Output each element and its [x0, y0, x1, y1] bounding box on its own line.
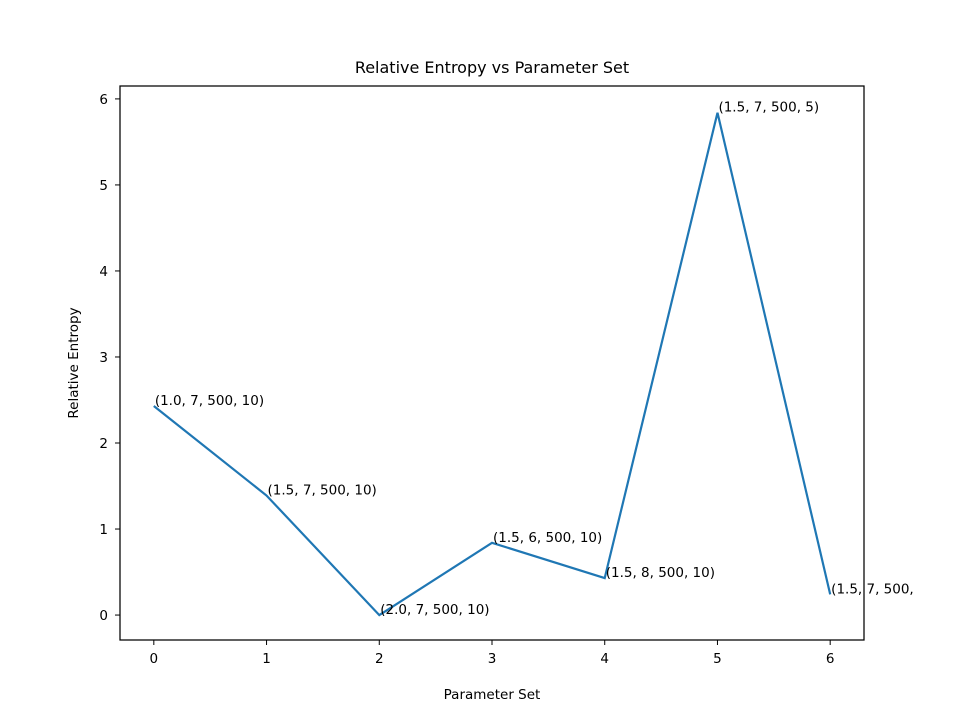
x-tick-label: 2 — [375, 651, 384, 667]
y-tick-label: 2 — [99, 436, 108, 452]
x-tick-label: 1 — [262, 651, 271, 667]
y-tick-label: 6 — [99, 92, 108, 108]
y-axis-label: Relative Entropy — [66, 307, 82, 418]
data-label: (2.0, 7, 500, 10) — [380, 602, 489, 618]
data-labels: (1.0, 7, 500, 10) (1.5, 7, 500, 10) (2.0, … — [155, 100, 914, 618]
y-tick-label: 5 — [99, 178, 108, 194]
x-tick-label: 0 — [150, 651, 159, 667]
series-line-group — [153, 112, 832, 617]
data-label: (1.5, 7, 500, 10) — [268, 482, 377, 498]
data-label: (1.0, 7, 500, 10) — [155, 393, 264, 409]
x-axis-ticks: 0 1 2 3 4 5 6 — [150, 640, 835, 667]
chart-title: Relative Entropy vs Parameter Set — [355, 58, 629, 77]
y-tick-label: 1 — [99, 522, 108, 538]
plot-area-frame — [119, 85, 865, 641]
x-axis-label: Parameter Set — [444, 687, 541, 703]
y-tick-label: 0 — [99, 608, 108, 624]
data-label: (1.5, 7, 500, — [831, 581, 914, 597]
data-label: (1.5, 8, 500, 10) — [606, 565, 715, 581]
x-tick-label: 3 — [488, 651, 497, 667]
x-tick-label: 5 — [713, 651, 722, 667]
y-tick-label: 4 — [99, 264, 108, 280]
y-axis-ticks: 0 1 2 3 4 5 6 — [99, 92, 120, 624]
y-tick-label: 3 — [99, 350, 108, 366]
x-tick-label: 6 — [826, 651, 835, 667]
data-label: (1.5, 7, 500, 5) — [718, 100, 819, 116]
series-line — [153, 112, 832, 617]
x-tick-label: 4 — [600, 651, 609, 667]
data-label: (1.5, 6, 500, 10) — [493, 530, 602, 546]
